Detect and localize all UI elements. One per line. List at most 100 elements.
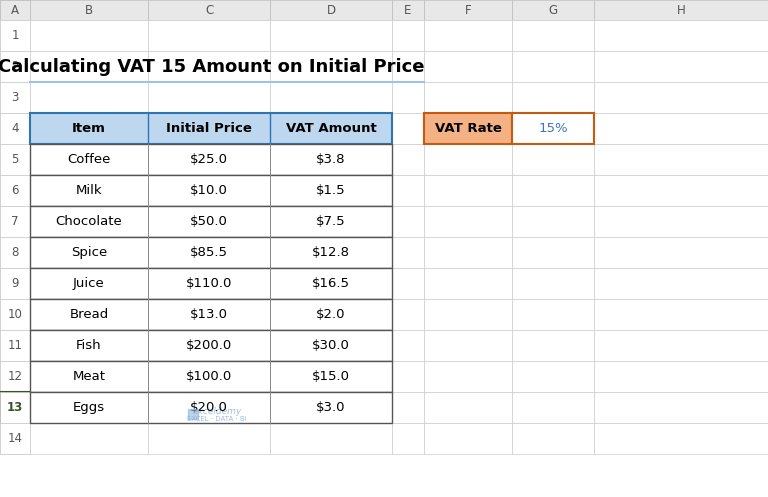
- Bar: [0, 144, 30, 175]
- Bar: [30, 206, 148, 237]
- Bar: [0, 361, 30, 392]
- Bar: [270, 82, 392, 113]
- Bar: [0, 0, 30, 20]
- Text: C: C: [205, 3, 214, 16]
- Bar: [424, 237, 512, 268]
- Bar: [392, 299, 424, 330]
- Bar: [270, 423, 392, 454]
- Bar: [270, 361, 392, 392]
- Bar: [512, 361, 594, 392]
- Bar: [30, 237, 148, 268]
- Bar: [594, 206, 768, 237]
- Bar: [0, 113, 30, 144]
- Bar: [424, 299, 512, 330]
- Bar: [594, 268, 768, 299]
- Text: $7.5: $7.5: [316, 215, 346, 228]
- Bar: [512, 113, 594, 144]
- Text: Milk: Milk: [76, 184, 102, 197]
- Bar: [594, 144, 768, 175]
- Bar: [0, 0, 30, 20]
- Text: 4: 4: [12, 122, 18, 135]
- Text: Juice: Juice: [73, 277, 105, 290]
- Bar: [148, 361, 270, 392]
- Text: Item: Item: [72, 122, 106, 135]
- Text: 1: 1: [12, 29, 18, 42]
- Bar: [30, 206, 392, 237]
- Bar: [512, 82, 594, 113]
- Bar: [30, 237, 392, 268]
- Bar: [424, 113, 512, 144]
- Bar: [392, 330, 424, 361]
- Bar: [270, 330, 392, 361]
- Bar: [0, 268, 30, 299]
- Bar: [392, 361, 424, 392]
- Bar: [0, 330, 30, 361]
- Text: E: E: [404, 3, 412, 16]
- Bar: [512, 237, 594, 268]
- Bar: [424, 392, 512, 423]
- Bar: [594, 0, 768, 20]
- Bar: [0, 423, 30, 454]
- Bar: [30, 268, 392, 299]
- Bar: [148, 82, 270, 113]
- Bar: [392, 175, 424, 206]
- Text: $85.5: $85.5: [190, 246, 228, 259]
- Bar: [424, 330, 512, 361]
- Text: 9: 9: [12, 277, 18, 290]
- Bar: [30, 51, 148, 82]
- Bar: [270, 206, 392, 237]
- Bar: [424, 113, 512, 144]
- Bar: [148, 0, 270, 20]
- Text: $3.0: $3.0: [316, 401, 346, 414]
- Bar: [512, 175, 594, 206]
- Text: $20.0: $20.0: [190, 401, 228, 414]
- Bar: [148, 299, 270, 330]
- Bar: [30, 392, 392, 423]
- Bar: [0, 361, 30, 392]
- Bar: [270, 299, 392, 330]
- Text: Chocolate: Chocolate: [55, 215, 122, 228]
- Bar: [512, 392, 594, 423]
- Text: $3.8: $3.8: [316, 153, 346, 166]
- Text: D: D: [326, 3, 336, 16]
- Bar: [30, 82, 148, 113]
- Bar: [512, 330, 594, 361]
- Bar: [30, 299, 148, 330]
- Bar: [424, 268, 512, 299]
- Bar: [30, 113, 392, 144]
- Bar: [30, 423, 148, 454]
- Bar: [0, 51, 30, 82]
- Bar: [0, 113, 30, 144]
- Bar: [594, 20, 768, 51]
- Bar: [148, 330, 270, 361]
- Text: G: G: [548, 3, 558, 16]
- Bar: [392, 423, 424, 454]
- Bar: [270, 175, 392, 206]
- Bar: [512, 113, 594, 144]
- Bar: [594, 237, 768, 268]
- Text: 2: 2: [12, 60, 18, 73]
- Bar: [30, 361, 392, 392]
- Text: H: H: [677, 3, 685, 16]
- Text: Meat: Meat: [72, 370, 105, 383]
- Text: $13.0: $13.0: [190, 308, 228, 321]
- Bar: [0, 51, 30, 82]
- Bar: [392, 144, 424, 175]
- Bar: [0, 237, 30, 268]
- Text: 8: 8: [12, 246, 18, 259]
- Bar: [30, 175, 392, 206]
- Bar: [270, 20, 392, 51]
- Bar: [594, 423, 768, 454]
- Bar: [512, 51, 594, 82]
- Text: Initial Price: Initial Price: [166, 122, 252, 135]
- Bar: [148, 20, 270, 51]
- Text: Calculating VAT 15 Amount on Initial Price: Calculating VAT 15 Amount on Initial Pri…: [0, 58, 424, 76]
- Bar: [594, 392, 768, 423]
- Bar: [148, 113, 270, 144]
- Bar: [30, 0, 148, 20]
- Bar: [0, 299, 30, 330]
- Bar: [270, 144, 392, 175]
- Text: Bread: Bread: [69, 308, 108, 321]
- Text: Spice: Spice: [71, 246, 107, 259]
- Text: $15.0: $15.0: [312, 370, 350, 383]
